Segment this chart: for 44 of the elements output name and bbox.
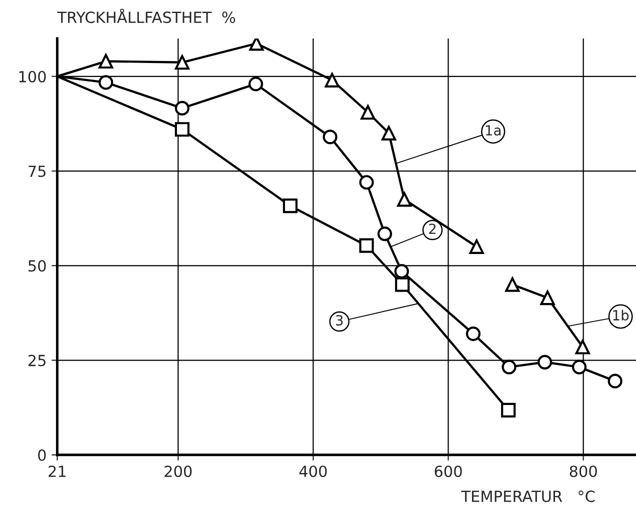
- point: [174, 100, 190, 116]
- point: [466, 326, 481, 342]
- annotation: 3: [336, 315, 343, 326]
- point: [377, 226, 392, 242]
- point: [469, 239, 484, 254]
- point: [538, 354, 552, 370]
- x-tick-label: 400: [299, 466, 327, 478]
- point: [98, 75, 114, 90]
- annotation: 2: [429, 224, 436, 234]
- y-tick-label: 75: [28, 166, 46, 178]
- annotation: 1b: [613, 310, 629, 321]
- point: [575, 340, 590, 354]
- point: [282, 198, 298, 214]
- y-axis-title: TRYCKHÅLLFASTHET %: [57, 8, 236, 24]
- point: [540, 290, 555, 306]
- point: [322, 130, 338, 144]
- point: [382, 126, 396, 140]
- y-tick-label: 0: [38, 449, 46, 461]
- point: [359, 175, 374, 190]
- point: [98, 54, 114, 69]
- x-tick-label: 600: [434, 466, 462, 478]
- point: [360, 105, 376, 120]
- point: [501, 402, 516, 418]
- point: [608, 374, 622, 388]
- point: [248, 76, 264, 92]
- point: [397, 192, 412, 207]
- y-tick-label: 50: [28, 260, 46, 272]
- x-tick-label: 21: [48, 466, 66, 477]
- annotation: 1a: [486, 125, 501, 136]
- point: [174, 122, 190, 137]
- y-tick-label: 100: [19, 70, 46, 82]
- point: [394, 264, 409, 279]
- x-tick-label: 200: [164, 466, 192, 478]
- point: [249, 38, 264, 51]
- point: [359, 238, 374, 253]
- point: [174, 55, 190, 70]
- point: [505, 277, 520, 292]
- point: [395, 277, 410, 292]
- point: [324, 72, 340, 88]
- y-tick-label: 25: [28, 354, 46, 366]
- point: [572, 360, 587, 374]
- x-tick-label: 800: [570, 466, 597, 478]
- x-axis-title: TEMPERATUR °C: [461, 490, 595, 502]
- point: [502, 360, 516, 374]
